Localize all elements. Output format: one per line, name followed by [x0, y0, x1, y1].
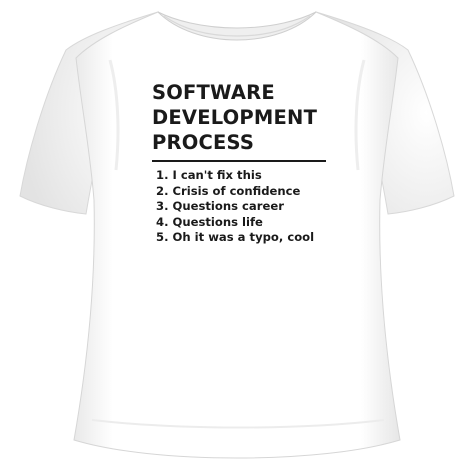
title-line: SOFTWARE [152, 80, 330, 105]
divider [152, 160, 326, 162]
list-item: 3. Questions career [156, 199, 330, 215]
shirt-print: SOFTWARE DEVELOPMENT PROCESS 1. I can't … [152, 80, 330, 246]
list-item: 4. Questions life [156, 215, 330, 231]
print-title: SOFTWARE DEVELOPMENT PROCESS [152, 80, 330, 155]
list-item: 1. I can't fix this [156, 168, 330, 184]
title-line: PROCESS [152, 130, 330, 155]
steps-list: 1. I can't fix this 2. Crisis of confide… [152, 168, 330, 246]
list-item: 2. Crisis of confidence [156, 184, 330, 200]
list-item: 5. Oh it was a typo, cool [156, 230, 330, 246]
title-line: DEVELOPMENT [152, 105, 330, 130]
